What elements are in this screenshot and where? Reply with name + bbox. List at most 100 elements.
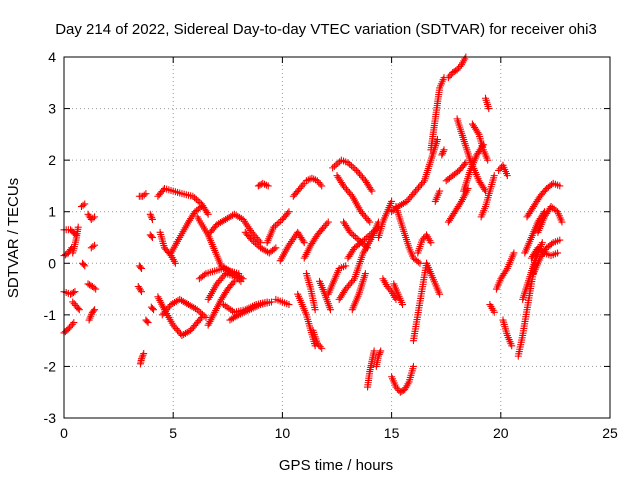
data-point-marker	[346, 280, 354, 288]
data-point-marker	[81, 200, 89, 208]
data-point-marker	[349, 163, 357, 171]
series-tr45	[324, 262, 350, 298]
series-tr37	[276, 228, 308, 265]
data-point-marker	[357, 172, 365, 180]
data-point-marker	[366, 218, 374, 226]
series-tr19	[146, 231, 156, 241]
data-point-marker	[362, 234, 370, 242]
series-tr36	[272, 295, 293, 309]
data-point-marker	[332, 161, 340, 169]
data-point-marker	[315, 178, 323, 186]
data-point-marker	[412, 187, 420, 195]
data-point-marker	[248, 236, 256, 244]
data-point-marker	[171, 259, 179, 267]
data-point-marker	[275, 219, 283, 227]
series-tr73	[482, 94, 493, 113]
data-point-marker	[329, 164, 337, 172]
data-point-marker	[140, 191, 148, 199]
data-point-marker	[250, 238, 258, 246]
series-tr57	[390, 280, 407, 309]
data-point-marker	[354, 168, 362, 176]
data-point-marker	[253, 241, 261, 249]
series-tr71	[468, 120, 492, 164]
data-point-marker	[80, 261, 88, 269]
data-point-marker	[495, 166, 503, 174]
data-point-marker	[343, 283, 351, 291]
data-point-marker	[345, 189, 353, 197]
data-point-marker	[69, 289, 77, 297]
data-point-marker	[252, 234, 260, 241]
data-point-marker	[399, 301, 407, 309]
series-tr05	[69, 223, 82, 257]
data-point-marker	[148, 234, 156, 241]
data-point-marker	[233, 312, 241, 320]
data-point-marker	[235, 276, 243, 284]
data-point-marker	[410, 189, 418, 197]
data-point-marker	[271, 222, 279, 230]
data-point-marker	[324, 218, 332, 226]
data-point-marker	[371, 226, 379, 234]
y-axis-tick-labels: -3 -2 -1 0 1 2 3 4	[44, 49, 57, 426]
data-point-marker	[427, 239, 435, 247]
data-point-marker	[192, 195, 200, 203]
data-point-marker	[175, 328, 183, 336]
data-point-marker	[383, 282, 391, 290]
data-point-marker	[251, 232, 259, 240]
data-point-marker	[320, 223, 328, 231]
data-point-marker	[418, 236, 426, 244]
data-point-marker	[264, 182, 272, 190]
data-point-marker	[138, 288, 146, 296]
data-point-marker	[65, 324, 73, 332]
data-point-marker	[404, 196, 412, 204]
data-point-marker	[409, 191, 417, 199]
data-point-marker	[254, 235, 262, 243]
data-point-marker	[357, 208, 365, 216]
data-point-marker	[217, 275, 225, 283]
series-tr51	[348, 270, 369, 314]
series-tr34	[254, 179, 272, 190]
data-point-marker	[359, 237, 367, 245]
data-point-marker	[84, 280, 92, 288]
data-point-marker	[202, 313, 210, 321]
data-point-marker	[377, 347, 385, 355]
data-point-marker	[237, 277, 245, 285]
data-point-marker	[89, 243, 97, 251]
data-point-marker	[439, 149, 447, 157]
data-point-marker	[146, 210, 154, 218]
data-point-marker	[254, 182, 262, 190]
data-point-marker	[358, 173, 366, 181]
series-tr65	[438, 146, 448, 159]
data-point-marker	[67, 290, 75, 298]
data-point-marker	[200, 271, 208, 279]
data-point-marker	[364, 216, 372, 224]
data-point-marker	[350, 231, 358, 239]
data-point-marker	[403, 197, 411, 205]
series-tr21	[154, 185, 212, 218]
series-tr30	[204, 277, 238, 329]
data-point-marker	[270, 223, 278, 231]
series-tr64	[431, 187, 444, 205]
data-point-marker	[361, 236, 369, 244]
data-point-marker	[85, 281, 93, 289]
data-point-marker	[345, 282, 353, 290]
data-point-marker	[172, 325, 180, 333]
data-point-marker	[68, 289, 76, 297]
series-tr53	[372, 347, 385, 370]
x-tick-label: 10	[275, 425, 291, 441]
data-point-marker	[342, 262, 350, 270]
data-point-marker	[203, 209, 211, 217]
data-point-marker	[370, 347, 378, 355]
data-point-marker	[299, 181, 307, 189]
series-tr14	[135, 262, 146, 272]
data-point-marker	[161, 307, 169, 315]
series-tr07	[77, 200, 89, 211]
data-point-marker	[249, 230, 257, 238]
data-point-marker	[556, 182, 564, 190]
data-point-marker	[485, 105, 493, 113]
data-point-marker	[416, 182, 424, 190]
data-point-marker	[90, 284, 98, 292]
data-point-marker	[433, 136, 441, 144]
data-point-marker	[330, 162, 338, 170]
